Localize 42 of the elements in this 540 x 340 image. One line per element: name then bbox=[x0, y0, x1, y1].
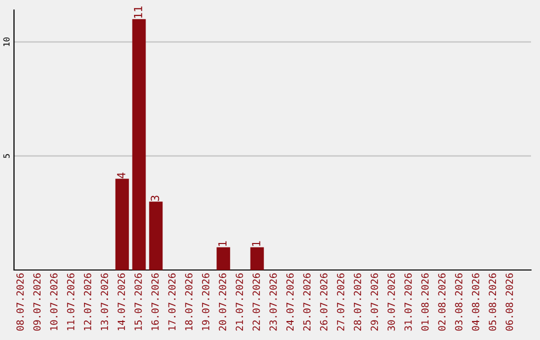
x-tick-label: 12.07.2026 bbox=[84, 273, 92, 330]
x-tick-label: 03.08.2026 bbox=[455, 273, 462, 331]
x-tick-label: 23.07.2026 bbox=[269, 273, 277, 331]
x-tick-label: 05.08.2026 bbox=[488, 273, 496, 331]
bar bbox=[216, 247, 230, 270]
x-tick-label: 09.07.2026 bbox=[33, 273, 41, 331]
x-tick-label: 28.07.2026 bbox=[354, 273, 362, 331]
y-tick-label: 10 bbox=[3, 37, 10, 46]
x-tick-label: 04.08.2026 bbox=[472, 273, 480, 331]
x-tick-label: 06.08.2026 bbox=[506, 273, 514, 331]
bar bbox=[132, 19, 146, 270]
x-tick-label: 11.07.2026 bbox=[67, 273, 74, 330]
x-tick-label: 26.07.2026 bbox=[320, 273, 328, 331]
bar bbox=[115, 178, 129, 270]
x-tick-label: 15.07.2026 bbox=[134, 273, 142, 330]
data-label: 1 bbox=[218, 241, 226, 246]
x-tick-label: 22.07.2026 bbox=[252, 273, 260, 331]
x-tick-label: 24.07.2026 bbox=[286, 273, 294, 331]
x-tick-label: 20.07.2026 bbox=[218, 273, 226, 331]
bar bbox=[149, 202, 163, 270]
data-label: 11 bbox=[134, 6, 142, 18]
x-tick-label: 10.07.2026 bbox=[50, 273, 58, 330]
data-label: 4 bbox=[117, 172, 126, 178]
x-tick-label: 18.07.2026 bbox=[185, 273, 192, 330]
x-tick-label: 17.07.2026 bbox=[168, 273, 176, 330]
data-label: 3 bbox=[150, 196, 160, 201]
x-tick-label: 14.07.2026 bbox=[118, 273, 125, 330]
x-tick-label: 29.07.2026 bbox=[370, 273, 378, 331]
x-tick-label: 13.07.2026 bbox=[100, 273, 108, 330]
x-tick-label: 08.07.2026 bbox=[16, 273, 24, 331]
x-tick-label: 02.08.2026 bbox=[438, 273, 446, 331]
x-tick-label: 31.07.2026 bbox=[404, 273, 412, 331]
x-tick-label: 21.07.2026 bbox=[236, 273, 244, 331]
y-tick-label: 5 bbox=[3, 154, 10, 158]
data-label: 1 bbox=[252, 241, 260, 246]
x-tick-label: 30.07.2026 bbox=[388, 273, 395, 331]
bar bbox=[250, 247, 264, 270]
x-tick-label: 19.07.2026 bbox=[202, 273, 210, 330]
x-tick-label: 16.07.2026 bbox=[151, 273, 159, 330]
x-tick-label: 27.07.2026 bbox=[336, 273, 344, 331]
x-tick-label: 01.08.2026 bbox=[421, 273, 429, 331]
x-tick-label: 25.07.2026 bbox=[303, 273, 311, 331]
